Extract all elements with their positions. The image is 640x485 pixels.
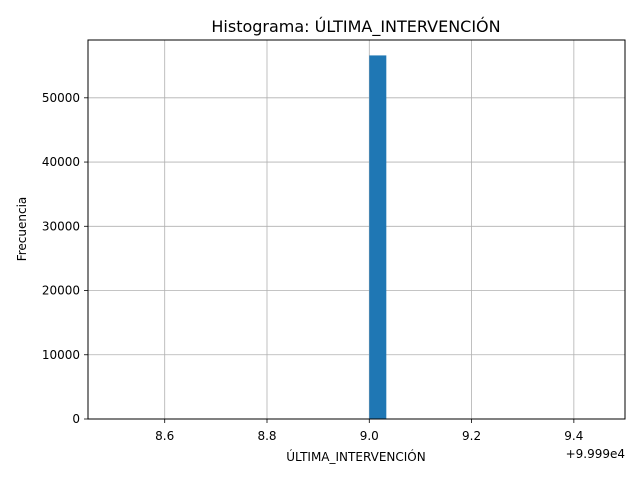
y-tick-label: 20000 xyxy=(42,284,80,298)
y-tick-label: 30000 xyxy=(42,219,80,233)
y-tick-label: 0 xyxy=(72,412,80,426)
y-tick-label: 50000 xyxy=(42,91,80,105)
histogram-bar xyxy=(369,55,387,419)
y-tick-label: 10000 xyxy=(42,348,80,362)
x-axis-offset-label: +9.999e4 xyxy=(566,447,625,461)
plot-frame xyxy=(87,39,626,420)
x-axis-label: ÚLTIMA_INTERVENCIÓN xyxy=(286,449,425,464)
x-tick-label: 9.4 xyxy=(564,429,583,443)
x-tick-label: 9.0 xyxy=(360,429,379,443)
y-axis-label: Frecuencia xyxy=(15,197,29,262)
x-tick-label: 8.8 xyxy=(257,429,276,443)
x-tick-label: 9.2 xyxy=(462,429,481,443)
axis-ticks: 8.6 8.8 9.0 9.2 9.4 0 10000 20000 30000 40000 5000… xyxy=(42,91,584,443)
x-tick-label: 8.6 xyxy=(155,429,174,443)
bars xyxy=(369,55,387,419)
y-tick-label: 40000 xyxy=(42,155,80,169)
chart-title: Histograma: ÚLTIMA_INTERVENCIÓN xyxy=(211,17,500,37)
